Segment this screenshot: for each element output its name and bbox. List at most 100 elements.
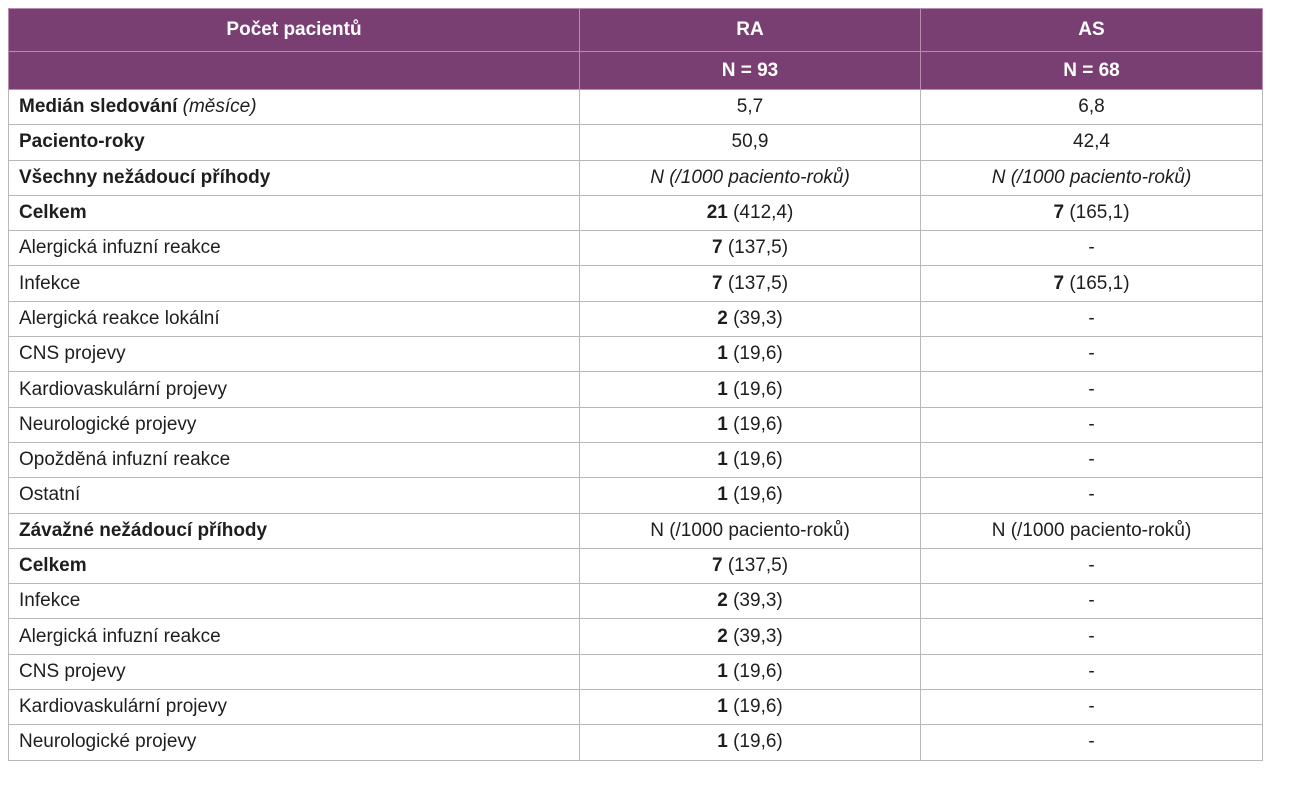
row-label: Opožděná infuzní reakce [19, 449, 231, 471]
as-value: - [1088, 378, 1095, 400]
ra-value-cell: 7 (137,5) [579, 265, 921, 302]
row-label-cell: Celkem [8, 547, 580, 585]
ra-value: 50,9 [731, 131, 769, 153]
ra-value-cell: N (/1000 paciento-roků) [579, 159, 921, 196]
as-value: - [1088, 731, 1095, 753]
row-label-unit: (měsíce) [177, 96, 257, 118]
as-value-cell: 7 (165,1) [920, 265, 1263, 302]
ra-value: (19,6) [727, 484, 783, 506]
table-row: Neurologické projevy 1 (19,6) - [8, 724, 1263, 761]
row-label-cell: Celkem [8, 194, 580, 232]
table-row: Opožděná infuzní reakce 1 (19,6) - [8, 441, 1263, 479]
row-label: Celkem [19, 202, 87, 224]
ra-value-cell: 21 (412,4) [579, 194, 921, 232]
row-label: CNS projevy [19, 343, 126, 365]
ra-count: 1 [717, 449, 728, 471]
row-label: Infekce [19, 590, 81, 612]
row-label-cell: Neurologické projevy [8, 406, 580, 443]
ra-count: 1 [717, 413, 728, 435]
as-value: N (/1000 paciento-roků) [991, 166, 1192, 188]
as-count: 7 [1053, 272, 1065, 294]
row-label-cell: CNS projevy [8, 653, 580, 691]
row-label: Všechny nežádoucí příhody [19, 166, 271, 188]
row-label-cell: Infekce [8, 583, 580, 620]
row-label: Kardiovaskulární projevy [19, 696, 228, 718]
as-count: 7 [1053, 202, 1065, 224]
ra-count: 1 [717, 484, 728, 506]
ra-value: (39,3) [727, 590, 783, 612]
ra-value: (39,3) [727, 307, 783, 329]
ra-count: 21 [706, 202, 728, 224]
ra-value: (19,6) [727, 731, 783, 753]
as-value-cell: - [920, 477, 1263, 514]
table-header: Počet pacientů RA AS N = 93 N = 68 [8, 8, 1263, 90]
ra-value-cell: 1 (19,6) [579, 477, 921, 514]
row-label: Celkem [19, 555, 87, 576]
row-label-cell: Ostatní [8, 477, 580, 514]
ra-value-cell: N (/1000 paciento-roků) [579, 512, 921, 549]
ra-count: 7 [711, 237, 723, 259]
ra-value-cell: 1 (19,6) [579, 371, 921, 408]
row-label: CNS projevy [19, 660, 126, 682]
as-value-cell: - [920, 371, 1263, 408]
row-label-cell: Infekce [8, 265, 580, 302]
ra-count: 1 [717, 731, 728, 753]
as-value: - [1088, 237, 1095, 259]
row-label: Alergická infuzní reakce [19, 625, 221, 647]
ra-count: 2 [717, 590, 728, 612]
ra-count: 7 [711, 272, 723, 294]
table-row: Všechny nežádoucí příhody N (/1000 pacien… [8, 159, 1263, 196]
row-label-cell: Závažné nežádoucí příhody [8, 512, 580, 549]
ra-value: (39,3) [727, 625, 783, 647]
table-row: CNS projevy 1 (19,6) - [8, 653, 1263, 691]
adverse-events-table-container: Počet pacientů RA AS N = 93 N = 68 Mediá… [8, 8, 1263, 761]
row-label-cell: Kardiovaskulární projevy [8, 371, 580, 408]
ra-value-cell: 2 (39,3) [579, 618, 921, 655]
row-label: Ostatní [19, 484, 81, 506]
ra-value: (19,6) [727, 413, 783, 435]
row-label-cell: Medián sledování (měsíce) [8, 88, 580, 126]
ra-value-cell: 7 (137,5) [579, 547, 921, 585]
table-row: Medián sledování (měsíce) 5,7 6,8 [8, 88, 1263, 126]
ra-value: (19,6) [727, 378, 783, 400]
ra-value: (412,4) [727, 202, 794, 224]
row-label-cell: Alergická infuzní reakce [8, 618, 580, 655]
ra-count: 1 [717, 660, 728, 682]
ra-value-cell: 1 (19,6) [579, 406, 921, 443]
table-row: Celkem 21 (412,4) 7 (165,1) [8, 194, 1263, 232]
row-label-cell: Opožděná infuzní reakce [8, 441, 580, 479]
ra-value: (19,6) [727, 343, 783, 365]
ra-count: 1 [717, 343, 728, 365]
as-value: - [1088, 307, 1095, 329]
header-empty-cell [8, 51, 580, 90]
adverse-events-table: Počet pacientů RA AS N = 93 N = 68 Mediá… [8, 8, 1263, 761]
as-value-cell: - [920, 336, 1263, 373]
header-ra: RA [579, 8, 921, 52]
as-value-cell: - [920, 618, 1263, 655]
table-row: Alergická reakce lokální 2 (39,3) - [8, 300, 1263, 338]
row-label: Medián sledování [19, 96, 178, 118]
as-value-cell: - [920, 653, 1263, 691]
ra-value: N (/1000 paciento-roků) [650, 519, 850, 541]
ra-count: 1 [717, 696, 728, 718]
as-value: - [1088, 413, 1095, 435]
as-value-cell: - [920, 300, 1263, 338]
ra-count: 7 [711, 555, 723, 576]
as-value-cell: N (/1000 paciento-roků) [920, 512, 1263, 549]
as-value: - [1088, 625, 1095, 647]
ra-count: 1 [717, 378, 728, 400]
as-value-cell: - [920, 724, 1263, 761]
ra-value: (137,5) [722, 272, 789, 294]
as-value: - [1088, 660, 1095, 682]
table-row: Závažné nežádoucí příhody N (/1000 pacien… [8, 512, 1263, 549]
as-value: - [1088, 590, 1095, 612]
ra-value: 5,7 [736, 96, 764, 118]
ra-value: (19,6) [727, 660, 783, 682]
table-row: Alergická infuzní reakce 2 (39,3) - [8, 618, 1263, 655]
row-label-cell: Kardiovaskulární projevy [8, 689, 580, 726]
header-as: AS [920, 8, 1263, 52]
ra-value-cell: 1 (19,6) [579, 441, 921, 479]
table-row: Infekce 7 (137,5) 7 (165,1) [8, 265, 1263, 302]
row-label-cell: Alergická infuzní reakce [8, 230, 580, 267]
as-value: 6,8 [1078, 96, 1105, 118]
